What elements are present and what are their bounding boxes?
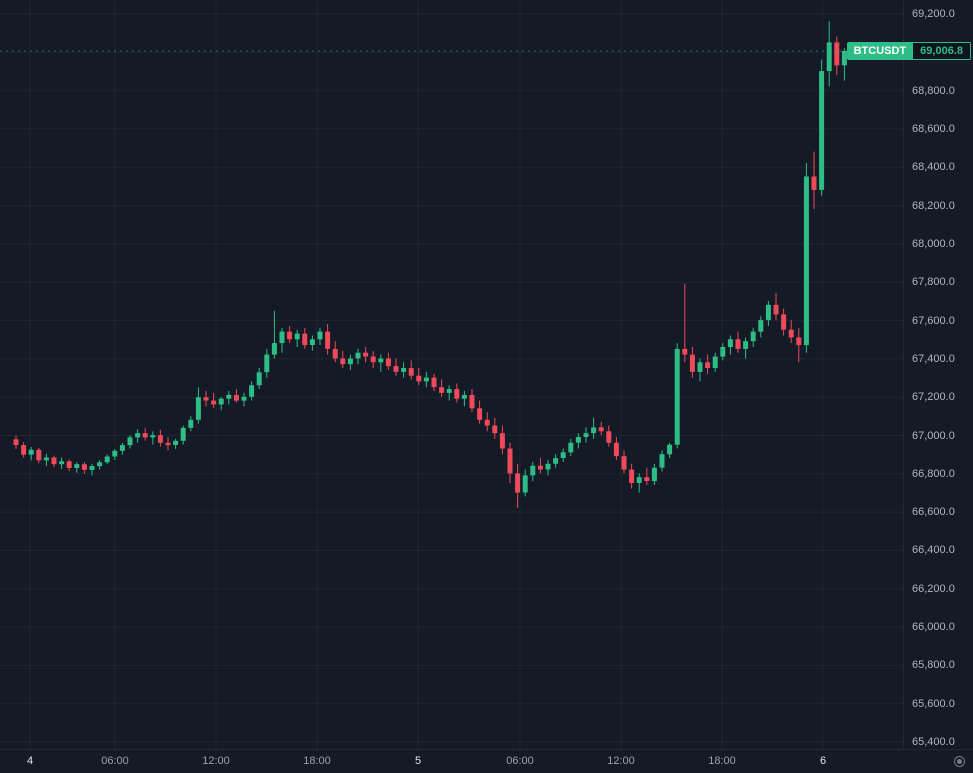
price-tick-label: 67,800.0 — [912, 276, 955, 289]
time-tick-label: 12:00 — [202, 755, 230, 767]
symbol-badge: BTCUSDT — [846, 42, 914, 60]
price-tick-label: 65,800.0 — [912, 659, 955, 672]
price-tick-label: 66,400.0 — [912, 544, 955, 557]
last-price-label: BTCUSDT 69,006.8 — [846, 42, 971, 60]
price-tick-label: 67,000.0 — [912, 429, 955, 442]
scale-settings-icon[interactable] — [954, 756, 965, 767]
price-tick-label: 65,600.0 — [912, 697, 955, 710]
time-tick-day-label: 4 — [26, 755, 34, 767]
last-price-value: 69,006.8 — [913, 42, 971, 60]
price-tick-label: 68,000.0 — [912, 237, 955, 250]
price-tick-label: 66,000.0 — [912, 621, 955, 634]
time-axis[interactable]: 4 06:00 12:00 18:00 5 06:00 12:00 18:00 6 — [0, 749, 973, 773]
time-tick-label: 06:00 — [101, 755, 129, 767]
time-tick-day-label: 5 — [414, 755, 422, 767]
price-tick-label: 66,800.0 — [912, 467, 955, 480]
price-tick-label: 68,200.0 — [912, 199, 955, 212]
chart-plot-area[interactable] — [0, 0, 973, 749]
time-tick-label: 12:00 — [607, 755, 635, 767]
price-tick-label: 66,200.0 — [912, 582, 955, 595]
price-tick-label: 67,400.0 — [912, 352, 955, 365]
price-tick-label: 66,600.0 — [912, 506, 955, 519]
price-axis[interactable]: 69,200.069,000.068,800.068,600.068,400.0… — [903, 0, 973, 749]
price-tick-label: 68,800.0 — [912, 84, 955, 97]
price-tick-label: 65,400.0 — [912, 736, 955, 748]
time-tick-day-label: 6 — [819, 755, 827, 767]
price-tick-label: 67,200.0 — [912, 391, 955, 404]
price-tick-label: 68,400.0 — [912, 161, 955, 174]
time-tick-label: 06:00 — [506, 755, 534, 767]
price-tick-label: 67,600.0 — [912, 314, 955, 327]
time-tick-label: 18:00 — [708, 755, 736, 767]
time-tick-label: 18:00 — [303, 755, 331, 767]
price-tick-label: 69,200.0 — [912, 8, 955, 20]
price-tick-label: 68,600.0 — [912, 122, 955, 135]
